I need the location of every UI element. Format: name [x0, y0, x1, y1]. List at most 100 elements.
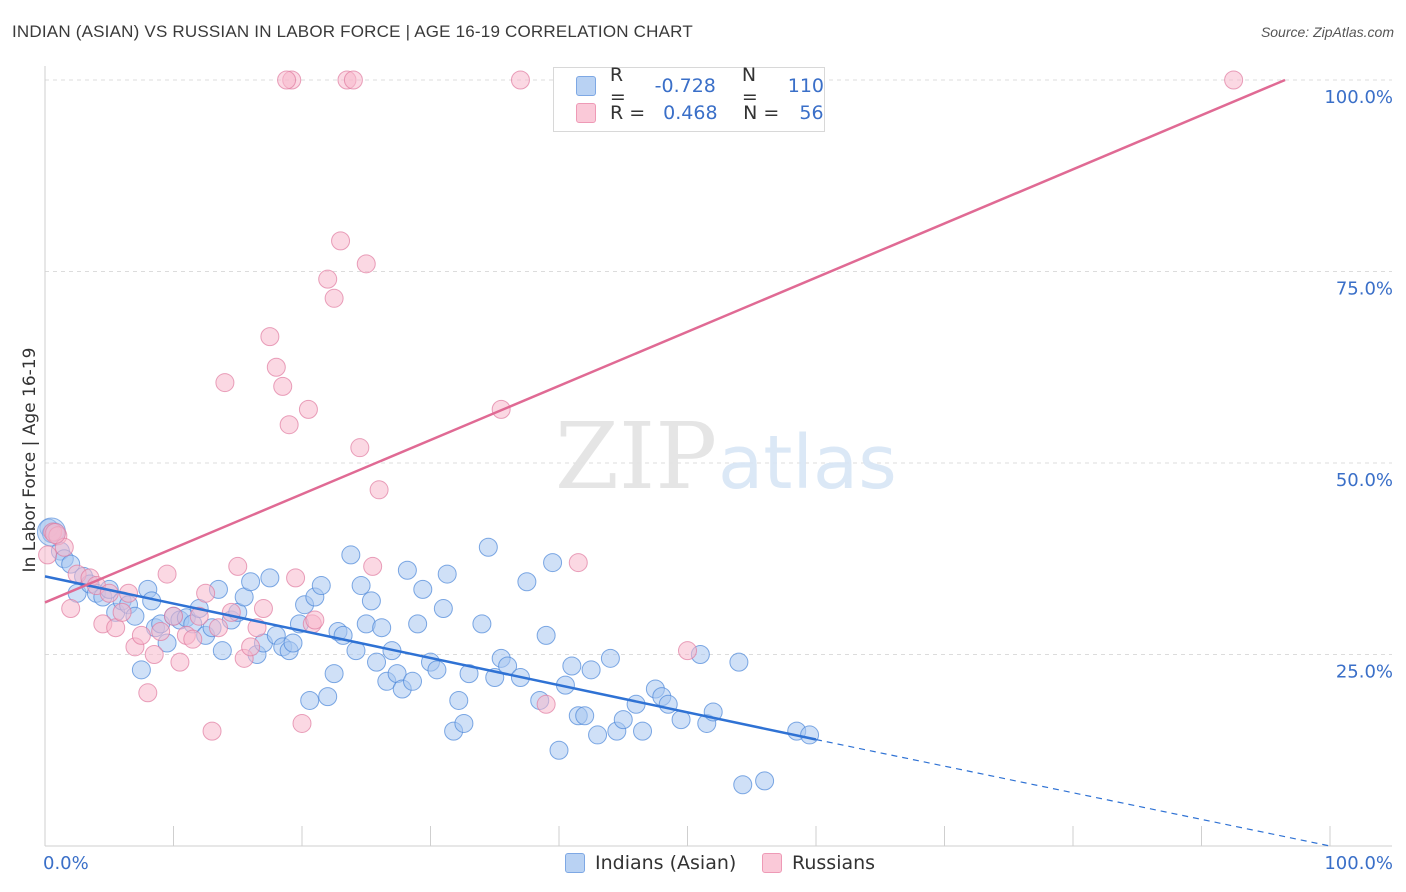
watermark: ZIP atlas — [555, 403, 897, 510]
source-label: Source: ZipAtlas.com — [1260, 24, 1394, 40]
bottom-legend-swatch-russians — [762, 853, 782, 873]
point-indians — [755, 771, 775, 791]
point-russians — [151, 622, 171, 642]
point-indians — [397, 560, 417, 580]
point-russians — [189, 606, 209, 626]
point-russians — [369, 480, 389, 500]
y-axis-label: In Labor Force | Age 16-19 — [20, 347, 40, 573]
point-indians — [633, 721, 653, 741]
point-russians — [305, 610, 325, 630]
point-russians — [157, 564, 177, 584]
point-russians — [510, 70, 530, 90]
point-russians — [61, 599, 81, 619]
point-russians — [202, 721, 222, 741]
legend-n-value: 110 — [787, 75, 824, 97]
trend-line-russians — [44, 78, 1286, 604]
point-russians — [298, 399, 318, 419]
point-russians — [183, 629, 203, 649]
point-russians — [253, 599, 273, 619]
point-indians — [729, 652, 749, 672]
y-tick-label: 100.0% — [1324, 87, 1393, 108]
point-indians — [549, 740, 569, 760]
legend-r-value: 0.468 — [663, 102, 718, 124]
point-russians — [678, 641, 697, 661]
point-indians — [367, 652, 387, 672]
point-russians — [324, 288, 344, 308]
point-indians — [413, 579, 433, 599]
legend-row-russians: R = 0.468 N = 56 — [576, 101, 824, 125]
point-indians — [372, 618, 392, 638]
point-indians — [341, 545, 361, 565]
point-indians — [351, 576, 371, 596]
point-indians — [311, 576, 331, 596]
axes — [44, 66, 1392, 847]
point-russians — [112, 602, 132, 622]
point-indians — [131, 660, 151, 680]
point-russians — [266, 357, 286, 377]
point-indians — [517, 572, 537, 592]
point-russians — [138, 683, 158, 703]
point-russians — [568, 553, 588, 573]
legend-row-indians: R = -0.728 N = 110 — [576, 64, 824, 108]
point-russians — [38, 545, 58, 565]
point-indians — [408, 614, 428, 634]
point-russians — [99, 583, 119, 603]
bottom-legend-indians: Indians (Asian) — [565, 852, 736, 874]
point-russians — [260, 327, 280, 347]
point-russians — [144, 645, 164, 664]
legend-swatch-russians — [576, 103, 596, 123]
point-russians — [318, 269, 338, 289]
point-indians — [241, 572, 261, 592]
point-indians — [300, 690, 320, 710]
point-russians — [356, 254, 376, 274]
point-russians — [279, 415, 299, 435]
y-tick-label: 75.0% — [1336, 279, 1393, 300]
grid-lines — [45, 79, 1392, 655]
trend-lines — [44, 78, 1331, 847]
watermark-zip: ZIP — [555, 403, 717, 510]
point-indians — [581, 660, 601, 680]
point-indians — [283, 633, 303, 653]
trend-line-indians — [44, 575, 817, 741]
point-russians — [221, 602, 241, 622]
legend: R = -0.728 N = 110 R = 0.468 N = 56 — [553, 64, 825, 132]
bottom-legend-swatch-indians — [565, 853, 585, 873]
legend-r-label: R = — [610, 102, 646, 124]
point-russians — [536, 694, 556, 714]
point-indians — [472, 614, 492, 634]
bottom-legend-label-indians: Indians (Asian) — [595, 852, 737, 874]
point-russians — [131, 625, 151, 645]
point-indians — [459, 664, 479, 684]
point-russians — [363, 556, 383, 576]
point-indians — [626, 694, 646, 714]
point-indians — [613, 710, 633, 730]
bottom-legend-label-russians: Russians — [792, 852, 876, 874]
point-russians — [215, 373, 235, 393]
chart-title: INDIAN (ASIAN) VS RUSSIAN IN LABOR FORCE… — [12, 22, 693, 41]
point-russians — [241, 637, 261, 657]
point-russians — [350, 438, 370, 458]
point-indians — [454, 713, 474, 733]
point-indians — [562, 656, 582, 676]
legend-r-value: -0.728 — [654, 75, 716, 97]
y-tick-label: 25.0% — [1336, 662, 1393, 683]
bottom-legend-russians: Russians — [762, 852, 875, 874]
point-indians — [800, 725, 820, 745]
point-indians — [733, 775, 753, 795]
point-indians — [427, 660, 447, 680]
point-indians — [449, 690, 469, 710]
point-indians — [260, 568, 280, 588]
point-russians — [286, 568, 306, 588]
point-russians — [331, 231, 351, 251]
point-indians — [536, 625, 556, 645]
point-russians — [208, 618, 228, 638]
point-indians — [575, 706, 595, 726]
point-indians — [543, 553, 563, 573]
point-russians — [164, 606, 183, 626]
x-tick-label: 100.0% — [1324, 853, 1393, 874]
watermark-atlas: atlas — [718, 420, 897, 506]
point-indians — [324, 664, 344, 684]
point-indians — [403, 671, 423, 691]
point-russians — [196, 583, 216, 603]
